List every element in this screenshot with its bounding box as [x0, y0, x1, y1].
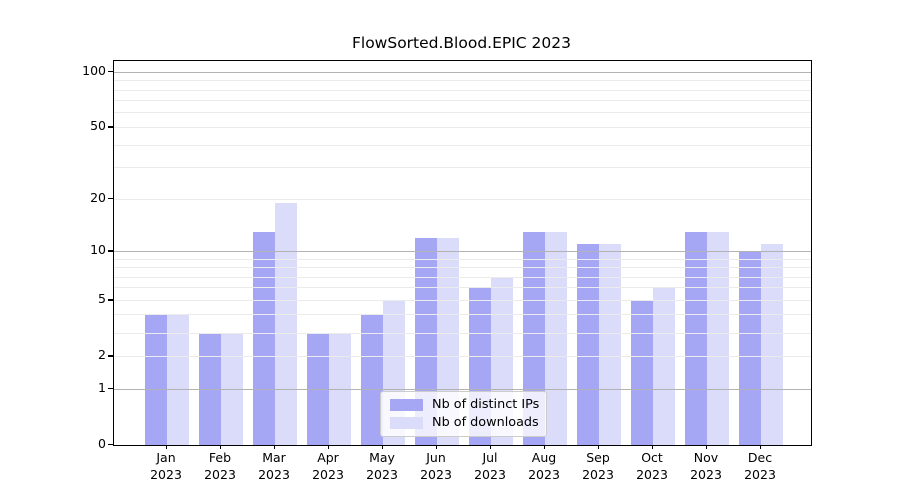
legend-row-downloads: Nb of downloads	[390, 415, 539, 431]
y-tick-label-50: 50	[90, 118, 106, 134]
x-tick-label-apr: Apr 2023	[312, 450, 344, 482]
minor-gridline-70	[114, 100, 811, 102]
bar-nb-of-downloads-nov	[707, 231, 729, 445]
minor-gridline-20	[114, 198, 811, 200]
bar-nb-of-distinct-ips-mar	[253, 231, 275, 445]
x-tick-mark-jun	[436, 445, 438, 449]
x-tick-mark-sep	[598, 445, 600, 449]
y-tick-label-10: 10	[90, 242, 106, 258]
y-tick-mark-5	[108, 299, 113, 301]
minor-gridline-7	[114, 276, 811, 278]
bar-nb-of-distinct-ips-oct	[631, 300, 653, 445]
minor-gridline-50	[114, 126, 811, 128]
minor-gridline-3	[114, 332, 811, 334]
y-tick-label-1: 1	[98, 380, 106, 395]
minor-gridline-80	[114, 89, 811, 91]
bar-nb-of-distinct-ips-sep	[577, 244, 599, 445]
x-tick-label-jun: Jun 2023	[420, 450, 452, 482]
x-tick-mark-aug	[544, 445, 546, 449]
y-tick-label-0: 0	[98, 436, 106, 451]
x-tick-mark-jul	[490, 445, 492, 449]
major-gridline-1	[114, 388, 811, 390]
x-tick-label-jan: Jan 2023	[150, 450, 182, 482]
minor-gridline-8	[114, 267, 811, 268]
bar-nb-of-downloads-mar	[275, 203, 297, 445]
legend-label-distinct-ips: Nb of distinct IPs	[432, 397, 540, 412]
minor-gridline-9	[114, 258, 811, 260]
major-gridline-10	[114, 250, 811, 252]
y-tick-mark-20	[108, 198, 113, 200]
minor-gridline-90	[114, 80, 811, 82]
x-tick-mark-jan	[166, 445, 168, 449]
major-gridline-100	[114, 71, 811, 73]
y-tick-mark-1	[108, 388, 113, 390]
x-tick-mark-mar	[274, 445, 276, 449]
x-tick-label-jul: Jul 2023	[474, 450, 506, 482]
x-tick-label-sep: Sep 2023	[582, 450, 614, 482]
y-tick-mark-100	[108, 71, 113, 73]
y-tick-label-20: 20	[90, 190, 106, 206]
x-tick-label-mar: Mar 2023	[258, 450, 290, 482]
x-tick-mark-may	[382, 445, 384, 449]
x-tick-mark-apr	[328, 445, 330, 449]
x-tick-mark-dec	[760, 445, 762, 449]
x-tick-mark-oct	[652, 445, 654, 449]
bar-nb-of-downloads-sep	[599, 244, 621, 445]
y-tick-mark-10	[108, 250, 113, 252]
chart-title: FlowSorted.Blood.EPIC 2023	[351, 34, 572, 52]
x-tick-label-may: May 2023	[366, 450, 398, 482]
bar-nb-of-downloads-oct	[653, 287, 675, 445]
legend-swatch-downloads	[390, 417, 423, 429]
x-tick-label-nov: Nov 2023	[690, 450, 722, 482]
legend-swatch-distinct-ips	[390, 399, 423, 411]
bar-nb-of-distinct-ips-nov	[685, 231, 707, 445]
minor-gridline-5	[114, 299, 811, 301]
legend-label-downloads: Nb of downloads	[432, 415, 539, 430]
x-tick-mark-nov	[706, 445, 708, 449]
y-tick-mark-50	[108, 126, 113, 128]
x-tick-label-aug: Aug 2023	[528, 450, 560, 482]
plot-area	[113, 60, 812, 446]
bar-nb-of-downloads-jan	[167, 314, 189, 445]
minor-gridline-60	[114, 112, 811, 114]
minor-gridline-2	[114, 355, 811, 357]
x-tick-label-oct: Oct 2023	[636, 450, 668, 482]
minor-gridline-4	[114, 314, 811, 316]
legend: Nb of distinct IPs Nb of downloads	[380, 391, 547, 437]
y-tick-label-100: 100	[82, 63, 106, 79]
bar-nb-of-distinct-ips-jan	[145, 314, 167, 445]
bar-nb-of-downloads-dec	[761, 244, 783, 445]
grid-layer	[114, 61, 811, 445]
y-tick-mark-2	[108, 355, 113, 357]
bar-nb-of-distinct-ips-may	[361, 314, 383, 445]
x-tick-mark-feb	[220, 445, 222, 449]
bar-nb-of-distinct-ips-dec	[739, 251, 761, 445]
y-tick-label-5: 5	[98, 291, 106, 307]
minor-gridline-30	[114, 167, 811, 169]
x-tick-label-dec: Dec 2023	[744, 450, 776, 482]
legend-row-distinct-ips: Nb of distinct IPs	[390, 397, 540, 413]
x-tick-label-feb: Feb 2023	[204, 450, 236, 482]
minor-gridline-40	[114, 144, 811, 146]
y-tick-label-2: 2	[98, 347, 106, 363]
bar-nb-of-downloads-aug	[545, 231, 567, 445]
minor-gridline-6	[114, 287, 811, 289]
y-tick-mark-0	[108, 444, 113, 446]
